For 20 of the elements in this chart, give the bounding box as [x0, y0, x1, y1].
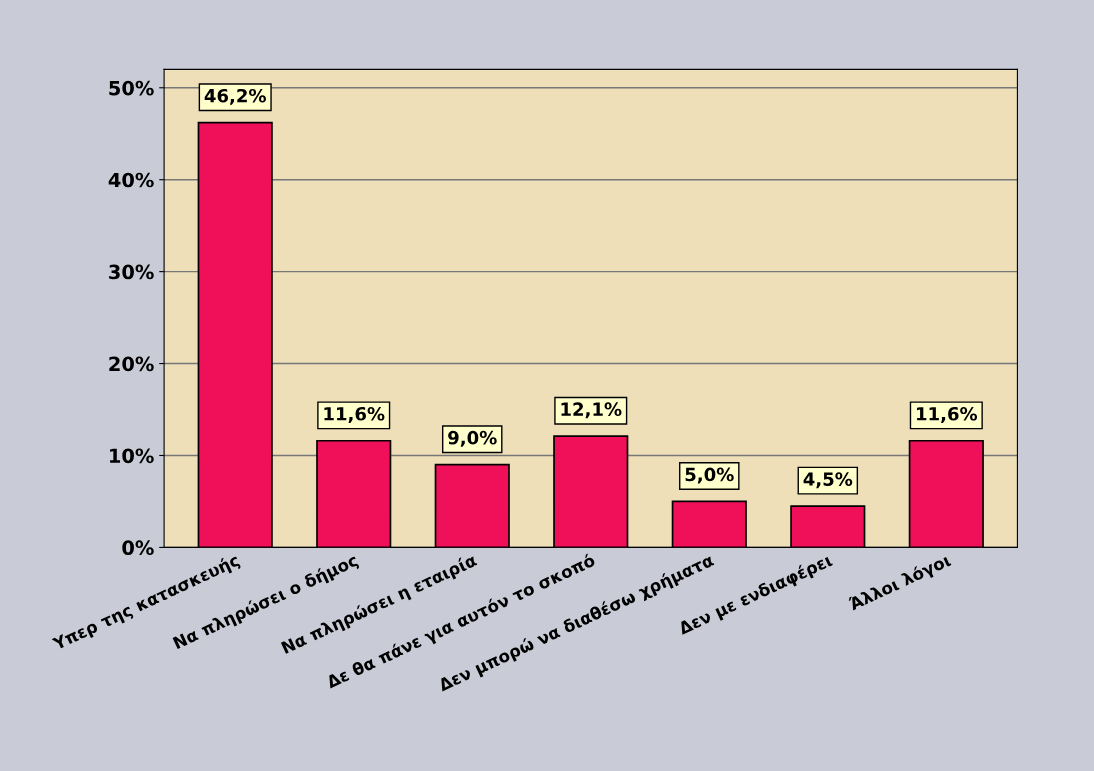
- bar: [553, 435, 629, 548]
- bar: [197, 121, 273, 548]
- data-label: 11,6%: [324, 406, 385, 423]
- bar: [908, 439, 984, 548]
- bar: [316, 439, 392, 548]
- y-tick-label: 50%: [109, 80, 154, 96]
- bar: [790, 505, 866, 548]
- data-label: 12,1%: [561, 402, 622, 419]
- bar: [434, 463, 510, 548]
- y-tick-label: 10%: [110, 448, 154, 464]
- data-label: 46,2%: [204, 88, 266, 105]
- y-tick-label: 30%: [109, 264, 154, 280]
- data-label: 5,0%: [685, 467, 734, 484]
- y-tick-label: 40%: [108, 172, 154, 188]
- y-tick-label: 20%: [109, 356, 154, 372]
- data-label: 4,5%: [803, 472, 853, 489]
- data-label: 11,6%: [917, 406, 978, 423]
- data-label: 9,0%: [448, 430, 497, 447]
- y-tick-label: 0%: [122, 540, 154, 556]
- bar: [671, 500, 747, 548]
